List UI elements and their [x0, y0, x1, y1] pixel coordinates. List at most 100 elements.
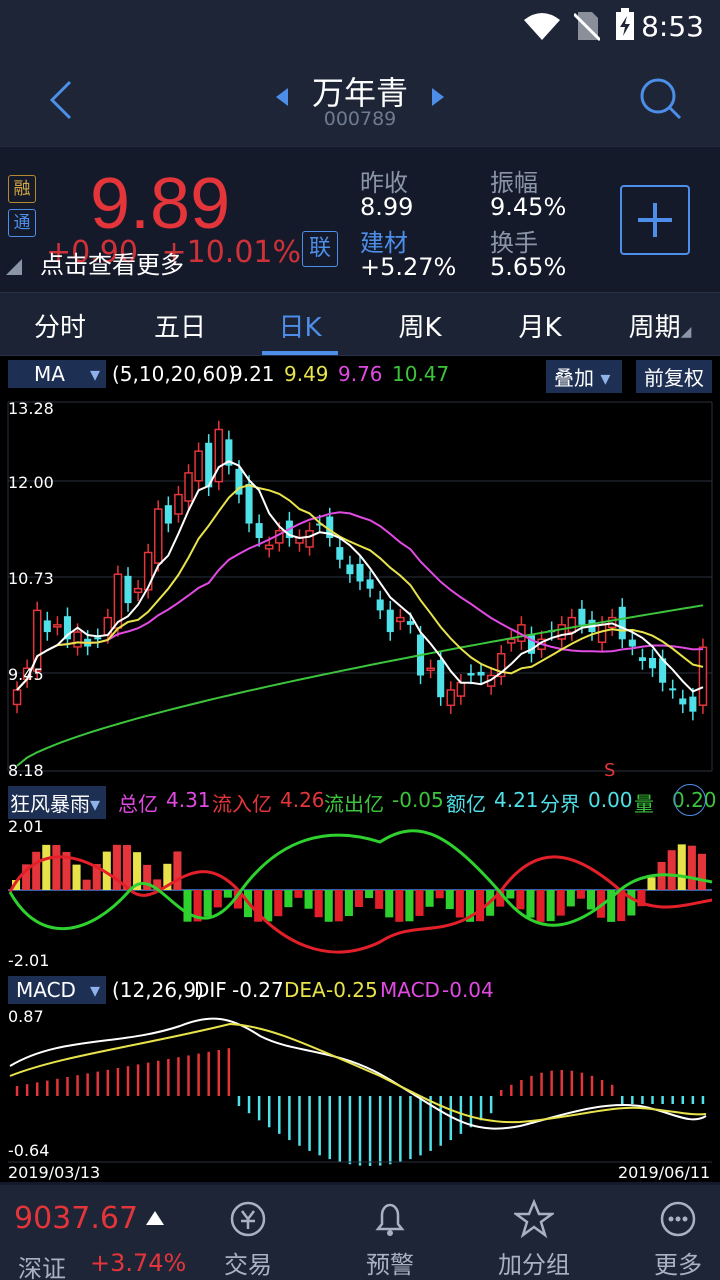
ma-selector-label: MA — [34, 362, 65, 386]
candle-body — [63, 616, 72, 640]
current-price: 9.89 — [90, 164, 231, 244]
back-icon[interactable] — [48, 80, 74, 120]
turnover-value: 5.65% — [490, 253, 567, 281]
flow-bar — [476, 890, 485, 922]
flow-chart[interactable]: 2.01 -2.01 — [0, 816, 720, 976]
search-icon[interactable] — [638, 76, 682, 120]
flow-chevron-icon: ▾ — [90, 792, 101, 816]
candle-body — [467, 673, 475, 676]
flow-bar — [526, 890, 535, 918]
candle-body — [406, 621, 414, 625]
flow-bar — [677, 844, 686, 890]
flow-bar — [566, 890, 575, 907]
nav-add-group[interactable]: 加分组 — [498, 1251, 570, 1279]
trade-nav-icon[interactable] — [198, 1199, 298, 1243]
ma60-value: 10.47 — [392, 362, 450, 386]
macd-chart[interactable]: 0.87 -0.64 2019/03/13 2019/06/11 — [0, 1006, 720, 1182]
dea-value: -0.25 — [326, 978, 378, 1002]
active-tab-indicator — [262, 351, 338, 355]
flow-bar — [22, 864, 31, 890]
flow-bar — [52, 844, 61, 890]
chart-area[interactable]: MA ▾ (5,10,20,60) 9.21 9.49 9.76 10.47 叠… — [0, 356, 720, 1182]
nav-more[interactable]: 更多 — [654, 1251, 702, 1279]
battery-charging-icon — [616, 8, 634, 40]
sector-label[interactable]: 建材 — [360, 229, 408, 257]
tab-intraday[interactable]: 分时 — [33, 313, 86, 343]
flow-boundary-label: 分界 — [540, 792, 580, 816]
tab-monthly-k[interactable]: 月K — [518, 313, 562, 343]
flow-green-curve — [8, 829, 713, 930]
flow-in-label: 流入亿 — [212, 792, 272, 816]
index-name: 深证 — [18, 1255, 66, 1280]
candle-body — [356, 563, 364, 582]
candle-body — [426, 667, 435, 672]
tab-weekly-k[interactable]: 周K — [398, 313, 442, 343]
candle-body — [264, 544, 274, 550]
tab-period[interactable]: 周期◢ — [600, 307, 720, 344]
macd-selector-label: MACD — [16, 978, 76, 1002]
index-change: +3.74% — [90, 1249, 187, 1277]
flow-bar — [506, 890, 515, 899]
candle-body — [184, 472, 193, 502]
flow-out-value: -0.05 — [392, 788, 444, 812]
macd-params: (12,26,9) — [112, 978, 204, 1002]
ma-params: (5,10,20,60) — [112, 362, 236, 386]
ma-selector[interactable]: MA ▾ — [8, 360, 106, 388]
flow-selector[interactable]: 狂风暴雨▾ — [8, 786, 106, 819]
flow-bar — [667, 850, 676, 890]
index-value[interactable]: 9037.67 — [14, 1201, 139, 1236]
bell-icon[interactable] — [340, 1199, 440, 1243]
flow-help-circle-icon[interactable] — [674, 784, 706, 816]
tab-five-day[interactable]: 五日 — [153, 313, 206, 343]
dea-label: DEA — [284, 978, 326, 1002]
star-icon[interactable] — [484, 1198, 584, 1243]
corner-triangle-icon — [6, 259, 22, 275]
candle-body — [689, 696, 697, 712]
flow-legend: 狂风暴雨▾ 总亿 4.31 流入亿 4.26 流出亿 -0.05 额亿 4.21… — [8, 784, 717, 819]
macd-selector[interactable]: MACD ▾ — [8, 976, 106, 1004]
tab-period-label: 周期 — [628, 313, 681, 343]
period-tabs: 分时 五日 日K 周K 月K 周期◢ — [0, 292, 720, 356]
nav-trade[interactable]: 交易 — [224, 1251, 272, 1279]
prev-close-label: 昨收 — [360, 169, 408, 197]
candle-body — [32, 609, 42, 672]
tab-daily-k[interactable]: 日K — [278, 313, 322, 343]
candle-body — [396, 616, 405, 623]
flow-bar — [607, 890, 616, 922]
flow-bar — [122, 845, 132, 890]
adjust-button[interactable]: 前复权 — [636, 360, 712, 393]
period-dropdown-icon: ◢ — [680, 324, 692, 340]
flow-axis-top: 2.01 — [8, 817, 44, 836]
turnover-label: 换手 — [490, 229, 538, 257]
change-amount: +0.90 — [46, 235, 138, 270]
bottom-bar: 9037.67 深证 +3.74% 交易 预警 加分组 更多 — [0, 1185, 720, 1280]
dea-line — [9, 1022, 707, 1124]
add-watchlist-button[interactable] — [620, 185, 690, 255]
quote-panel[interactable]: 融 通 9.89 +0.90 +10.01% 点击查看更多 联 昨收 8.99 … — [0, 146, 720, 292]
kline-axis-3: 10.73 — [8, 569, 54, 588]
overlay-button[interactable]: 叠加 ▾ — [546, 360, 622, 393]
kline-chart[interactable]: 13.28 12.00 10.73 9.45 8.18 S — [0, 392, 720, 782]
flow-bar — [223, 890, 232, 898]
candle-body — [507, 638, 516, 644]
nav-alert[interactable]: 预警 — [366, 1251, 414, 1279]
candle-body — [437, 660, 445, 698]
flow-bar — [264, 890, 273, 922]
flow-bar — [627, 890, 636, 916]
flow-out-label: 流出亿 — [324, 792, 384, 816]
flow-bar — [213, 890, 222, 908]
dif-value: -0.27 — [232, 978, 284, 1002]
more-icon[interactable] — [628, 1199, 720, 1243]
tap-more-link[interactable]: 点击查看更多 — [40, 251, 184, 279]
candle-body — [143, 551, 153, 591]
candle-body — [133, 587, 143, 594]
prev-stock-icon[interactable] — [274, 86, 290, 108]
flow-bar — [193, 890, 202, 922]
candle-body — [255, 523, 263, 539]
linked-badge[interactable]: 联 — [302, 231, 338, 267]
ma5-line — [16, 460, 704, 693]
wifi-icon — [524, 13, 560, 40]
candle-body — [326, 516, 334, 539]
sell-signal-marker: S — [604, 760, 615, 781]
next-stock-icon[interactable] — [430, 86, 446, 108]
